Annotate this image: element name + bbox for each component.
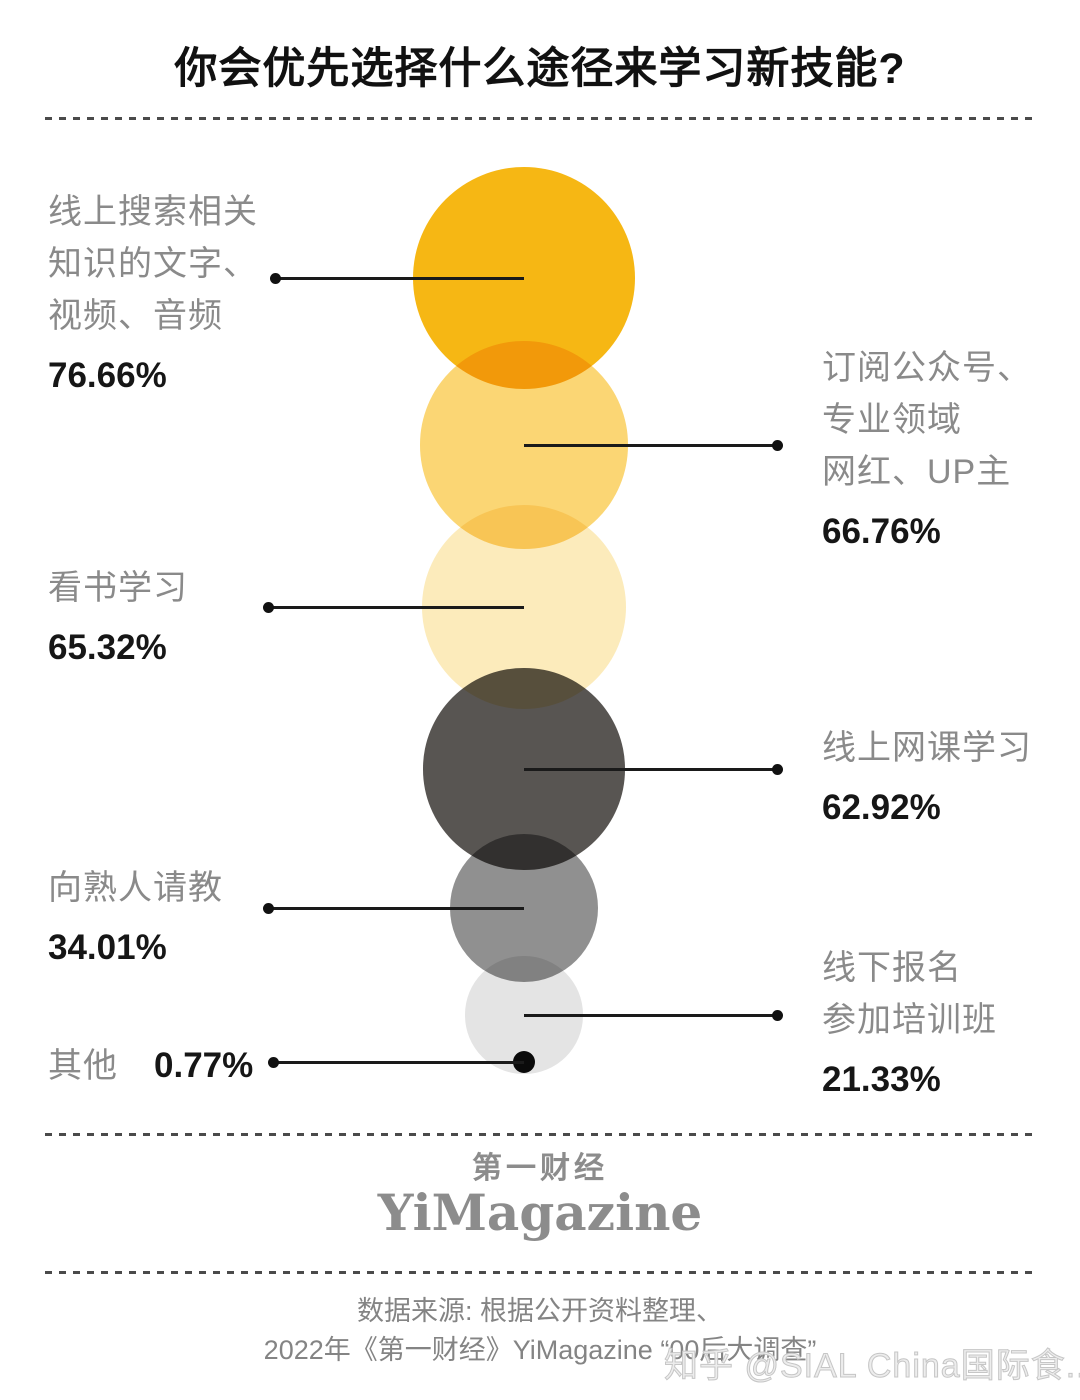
- leader-line-3: [268, 606, 524, 609]
- leader-dot-2: [771, 439, 783, 451]
- percent-value: 66.76%: [822, 512, 941, 551]
- category-text: 看书学习: [48, 569, 188, 607]
- data-source-line2: 2022年《第一财经》YiMagazine “00后大调查”: [263, 1335, 817, 1365]
- logo-chinese-name: 第一财经: [472, 1152, 608, 1185]
- category-label-2: 订阅公众号、 专业领域网红、UP主 66.76%: [822, 342, 1032, 558]
- leader-dot-1: [269, 272, 281, 284]
- leader-line-7: [273, 1061, 524, 1064]
- category-label-5: 向熟人请教 34.01%: [48, 862, 223, 974]
- watermark: 知乎 @SIAL China国际食...: [663, 1347, 1080, 1386]
- page-title: 你会优先选择什么途径来学习新技能?: [174, 45, 906, 93]
- category-label-3: 看书学习 65.32%: [48, 562, 188, 674]
- category-label-4: 线上网课学习 62.92%: [822, 722, 1032, 834]
- leader-dot-6: [771, 1009, 783, 1021]
- leader-line-5: [268, 907, 524, 910]
- category-text: 视频、音频: [48, 297, 223, 335]
- category-text: 其他: [48, 1047, 118, 1085]
- divider-footer-bottom: [45, 1271, 1035, 1274]
- category-text: 网红、UP主: [822, 453, 1012, 491]
- leader-dot-4: [771, 763, 783, 775]
- percent-value: 65.32%: [48, 628, 167, 667]
- percent-value: 0.77%: [154, 1046, 254, 1085]
- leader-line-6: [524, 1014, 777, 1017]
- percent-value: 34.01%: [48, 928, 167, 967]
- category-text: 线上网课学习: [822, 729, 1032, 767]
- leader-line-2: [524, 444, 777, 447]
- category-label-6: 线下报名参加培训班 21.33%: [822, 942, 997, 1106]
- divider-footer-top: [45, 1133, 1035, 1136]
- percent-value: 76.66%: [48, 356, 167, 395]
- category-text: 线上搜索相关: [48, 193, 258, 231]
- leader-dot-5: [262, 902, 274, 914]
- leader-dot-3: [262, 601, 274, 613]
- leader-line-1: [275, 277, 524, 280]
- logo-english-name: YiMagazine: [377, 1183, 703, 1242]
- leader-dot-7: [267, 1056, 279, 1068]
- category-text: 参加培训班: [822, 1001, 997, 1039]
- percent-value: 21.33%: [822, 1060, 941, 1099]
- category-label-1: 线上搜索相关 知识的文字、 视频、音频 76.66%: [48, 186, 258, 402]
- category-text: 订阅公众号、: [822, 349, 1032, 387]
- leader-line-4: [524, 768, 777, 771]
- category-text: 知识的文字、: [48, 245, 258, 283]
- category-text: 线下报名: [822, 949, 962, 987]
- category-text: 专业领域: [822, 401, 962, 439]
- divider-top: [45, 117, 1035, 120]
- data-source-line1: 数据来源: 根据公开资料整理、: [356, 1296, 723, 1326]
- category-text: 向熟人请教: [48, 869, 223, 907]
- publisher-logo: 第一财经 YiMagazine: [0, 1152, 1080, 1240]
- category-label-7: 其他 0.77%: [48, 1040, 253, 1092]
- data-source-note: 数据来源: 根据公开资料整理、 2022年《第一财经》YiMagazine “0…: [0, 1292, 1080, 1370]
- percent-value: 62.92%: [822, 788, 941, 827]
